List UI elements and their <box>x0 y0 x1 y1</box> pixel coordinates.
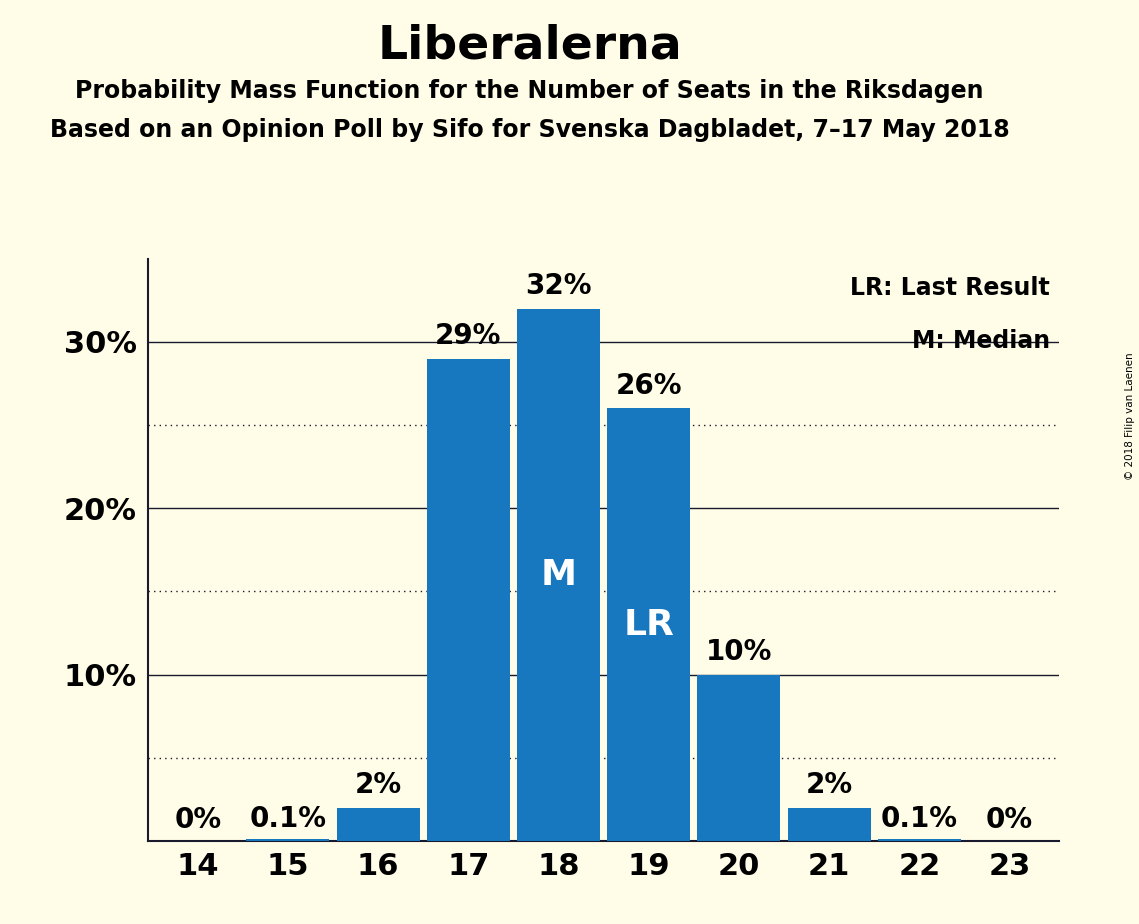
Text: 0.1%: 0.1% <box>880 805 958 833</box>
Bar <box>246 839 329 841</box>
Text: Based on an Opinion Poll by Sifo for Svenska Dagbladet, 7–17 May 2018: Based on an Opinion Poll by Sifo for Sve… <box>50 118 1009 142</box>
Text: 32%: 32% <box>525 273 592 300</box>
Text: 10%: 10% <box>706 638 772 666</box>
Text: Liberalerna: Liberalerna <box>377 23 682 68</box>
Bar <box>337 808 419 841</box>
Text: 2%: 2% <box>354 772 402 799</box>
Text: LR: LR <box>623 608 674 641</box>
Text: 0%: 0% <box>986 806 1033 834</box>
Text: Probability Mass Function for the Number of Seats in the Riksdagen: Probability Mass Function for the Number… <box>75 79 984 103</box>
Text: 29%: 29% <box>435 322 501 350</box>
Bar <box>697 675 780 841</box>
Text: M: Median: M: Median <box>912 329 1050 353</box>
Text: M: M <box>541 558 576 591</box>
Text: LR: Last Result: LR: Last Result <box>851 276 1050 300</box>
Bar <box>607 408 690 841</box>
Text: 0.1%: 0.1% <box>249 805 327 833</box>
Bar <box>517 309 600 841</box>
Bar <box>878 839 961 841</box>
Text: © 2018 Filip van Laenen: © 2018 Filip van Laenen <box>1125 352 1134 480</box>
Text: 2%: 2% <box>805 772 853 799</box>
Bar <box>427 359 510 841</box>
Bar <box>788 808 870 841</box>
Text: 0%: 0% <box>174 806 221 834</box>
Text: 26%: 26% <box>615 372 682 400</box>
